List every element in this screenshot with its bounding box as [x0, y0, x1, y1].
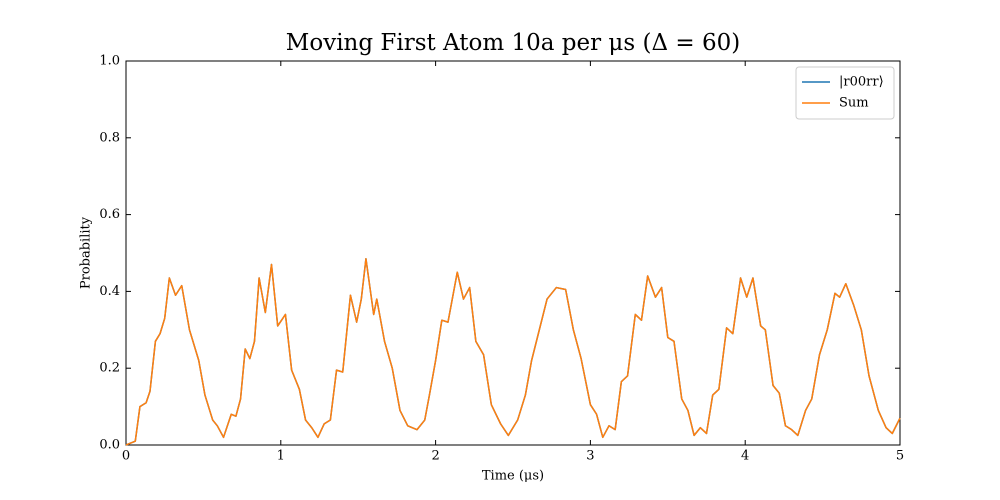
y-axis-label: Probability [79, 216, 94, 289]
chart-title: Moving First Atom 10a per μs (Δ = 60) [286, 30, 740, 56]
y-tick-label: 0.0 [99, 438, 120, 453]
y-tick-label: 1.0 [99, 54, 120, 69]
x-tick-label: 1 [277, 449, 285, 464]
x-tick-label: 4 [741, 449, 749, 464]
y-tick-label: 0.4 [99, 284, 120, 299]
plot-frame [125, 60, 901, 446]
x-tick-label: 2 [431, 449, 439, 464]
y-tick-label: 0.6 [99, 207, 120, 222]
legend-box [795, 66, 895, 120]
x-tick-label: 3 [586, 449, 594, 464]
y-tick-label: 0.8 [99, 130, 120, 145]
x-tick-label: 5 [896, 449, 904, 464]
legend-label: Sum [839, 96, 869, 111]
series-line [125, 258, 901, 446]
x-axis-label: Time (μs) [482, 469, 544, 484]
y-tick-label: 0.2 [99, 361, 120, 376]
legend-label: |r00rr⟩ [839, 75, 884, 90]
x-tick-label: 0 [122, 449, 130, 464]
